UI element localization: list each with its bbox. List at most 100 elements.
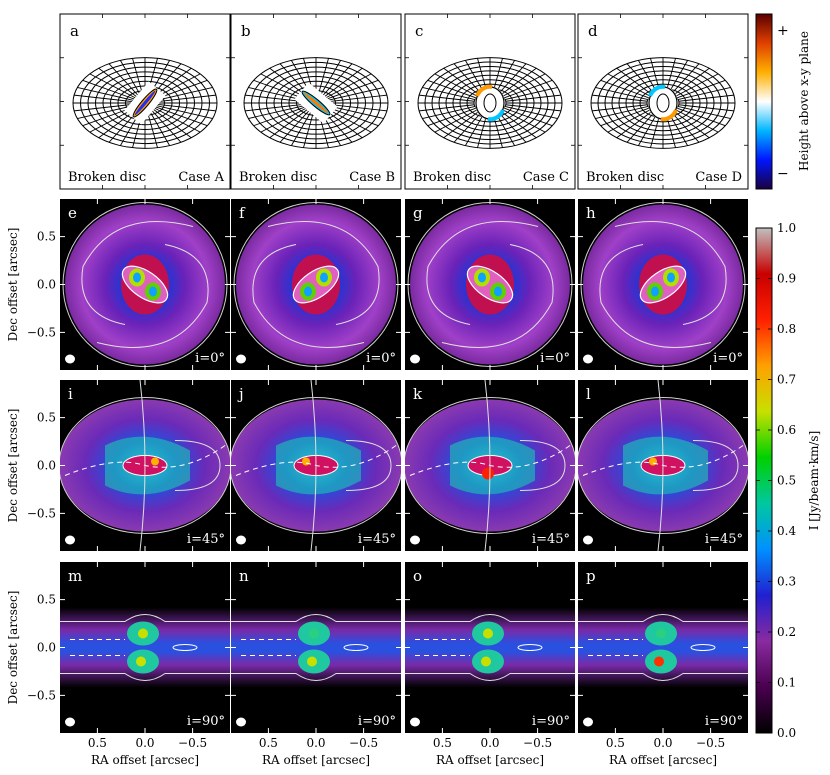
inner-hole — [656, 93, 670, 113]
colorbar-tick-label: 0.6 — [777, 423, 796, 437]
inclination-label: i=45° — [705, 532, 743, 547]
inner-ring-arc — [487, 109, 505, 122]
grid-spoke — [77, 105, 134, 119]
colorbar-tick-label: 0.0 — [777, 726, 796, 740]
contour-line — [578, 614, 748, 622]
grid-spoke — [327, 87, 384, 101]
colorbar-tick-label: 0.1 — [777, 676, 796, 690]
geometry-row: a Broken disc Case A b Broken disc Case B c Bro… — [59, 13, 749, 190]
grid-spoke — [290, 109, 313, 146]
x-axis-label: RA offset [arcsec] — [436, 753, 544, 767]
grid-spoke — [592, 94, 648, 102]
disc-grid — [590, 57, 736, 149]
grid-spoke — [675, 109, 719, 133]
inclination-label: i=90° — [705, 714, 743, 729]
colorbar-tick-label: 0.8 — [777, 322, 796, 336]
grid-spoke — [600, 107, 650, 127]
height-colorbar: + −Height above x-y plane — [755, 13, 811, 190]
grid-spoke — [156, 87, 213, 101]
grid-spoke — [98, 67, 138, 98]
grid-spoke — [323, 67, 363, 98]
emission-core — [478, 272, 486, 283]
x-tick-label: 0.0 — [306, 736, 325, 750]
x-axis-label: RA offset [arcsec] — [262, 753, 370, 767]
grid-spoke — [146, 110, 158, 148]
geometry-panel-b: b Broken disc Case B — [230, 13, 402, 190]
beam-ellipse — [65, 535, 75, 545]
grid-spoke — [670, 111, 700, 143]
outer-contour — [405, 397, 575, 534]
contour-line — [405, 614, 575, 622]
grid-spoke — [153, 107, 201, 133]
grid-spoke — [443, 67, 480, 96]
panel-letter: j — [237, 385, 244, 403]
intensity-panel-g: g i=0° — [405, 199, 575, 370]
contour-line — [139, 380, 146, 551]
left-label: Broken disc — [239, 170, 317, 185]
contour-line — [614, 221, 727, 325]
grid-spoke — [89, 73, 137, 99]
contour-line — [310, 380, 317, 551]
emission-peak — [656, 628, 666, 639]
colorbar-tick-label: 0.4 — [777, 524, 796, 538]
beam-ellipse — [410, 717, 420, 727]
emission-peak — [307, 656, 317, 667]
beam-ellipse — [236, 354, 246, 364]
panel-letter: h — [586, 204, 596, 222]
inclination-label: i=45° — [187, 532, 225, 547]
disc-grid — [417, 57, 563, 149]
beam-ellipse — [410, 354, 420, 364]
inner-disc — [124, 81, 166, 125]
panel-letter: l — [586, 385, 591, 403]
grid-spoke — [156, 105, 213, 119]
grid-spoke — [453, 63, 483, 95]
x-tick-label: 0.5 — [259, 736, 278, 750]
right-label: Case D — [695, 170, 742, 185]
beam-ellipse — [410, 535, 420, 545]
panel-letter: f — [239, 204, 246, 222]
inclination-label: i=0° — [713, 351, 743, 366]
panel-image — [578, 607, 748, 688]
left-label: Broken disc — [586, 170, 664, 185]
inclination-label: i=90° — [532, 714, 570, 729]
panel-letter: p — [586, 567, 596, 585]
panel-letter: a — [70, 22, 79, 40]
y-tick-label: 0.5 — [37, 230, 56, 244]
height-colorbar-label: Height above x-y plane — [797, 31, 811, 171]
grid-spoke — [324, 73, 372, 99]
beam-ellipse — [65, 717, 75, 727]
contour-line — [517, 644, 543, 651]
panel-image — [231, 380, 401, 551]
grid-spoke — [317, 58, 329, 96]
geometry-panel-d: d Broken disc Case D — [577, 13, 749, 190]
grid-spoke — [600, 79, 650, 99]
grid-spoke — [132, 58, 144, 96]
grid-spoke — [74, 94, 134, 103]
intensity-colorbar-label: I [Jy/beam·km/s] — [807, 431, 821, 531]
grid-spoke — [637, 112, 658, 146]
grid-spoke — [626, 63, 656, 95]
contour-line — [60, 614, 230, 622]
panel-letter: e — [68, 204, 77, 222]
grid-spoke — [156, 94, 216, 103]
grid-spoke — [269, 108, 309, 139]
grid-spoke — [500, 67, 537, 96]
y-tick-label: 0.0 — [37, 278, 56, 292]
intensity-panel-l: l i=45° — [578, 380, 748, 551]
grid-spoke — [260, 107, 308, 133]
panel-image — [407, 202, 573, 367]
panel-letter: b — [241, 22, 251, 40]
grid-spoke — [327, 103, 387, 112]
grid-spoke — [152, 108, 192, 139]
y-axis-label: Dec offset [arcsec] — [6, 228, 20, 342]
colorbar-tick-label: 0.9 — [777, 272, 796, 286]
contour-line — [60, 673, 230, 681]
contour-line — [96, 244, 209, 348]
grid-spoke — [678, 94, 734, 102]
grid-spoke — [434, 109, 478, 133]
emission-core — [651, 286, 659, 297]
emission-peak — [302, 457, 310, 466]
contour-line — [267, 221, 380, 325]
inner-disc-core — [134, 90, 156, 116]
